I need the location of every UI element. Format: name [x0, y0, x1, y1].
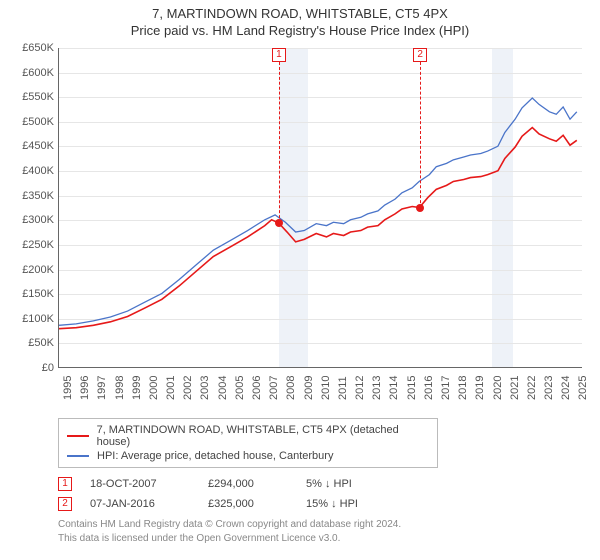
series-line-hpi: [59, 98, 577, 325]
y-axis-label: £400K: [22, 165, 54, 177]
event-delta: 15% ↓ HPI: [306, 498, 416, 510]
y-axis-label: £550K: [22, 91, 54, 103]
x-axis-label: 2011: [337, 376, 349, 400]
x-axis-label: 2021: [509, 376, 521, 400]
x-axis-label: 2006: [251, 376, 263, 400]
y-axis-label: £650K: [22, 42, 54, 54]
legend-box: 7, MARTINDOWN ROAD, WHITSTABLE, CT5 4PX …: [58, 418, 438, 468]
x-axis-label: 2008: [285, 376, 297, 400]
legend-swatch: [67, 455, 89, 457]
chart-title-main: 7, MARTINDOWN ROAD, WHITSTABLE, CT5 4PX: [10, 6, 590, 21]
x-axis-label: 2014: [388, 376, 400, 400]
x-axis-label: 2010: [320, 376, 332, 400]
x-axis-label: 2023: [543, 376, 555, 400]
x-axis-label: 2018: [457, 376, 469, 400]
x-axis-label: 2003: [199, 376, 211, 400]
y-axis-label: £200K: [22, 264, 54, 276]
x-axis-label: 2017: [440, 376, 452, 400]
y-axis-label: £50K: [28, 337, 54, 349]
marker-line: [420, 62, 421, 208]
y-axis-label: £300K: [22, 214, 54, 226]
x-axis-label: 1998: [114, 376, 126, 400]
y-axis-label: £100K: [22, 313, 54, 325]
footer-line-2: This data is licensed under the Open Gov…: [58, 532, 590, 546]
marker-dot: [275, 219, 283, 227]
event-date: 18-OCT-2007: [90, 478, 190, 490]
chart-area: 12 £0£50K£100K£150K£200K£250K£300K£350K£…: [10, 44, 590, 414]
event-marker-box: 1: [58, 477, 72, 491]
y-axis-label: £450K: [22, 140, 54, 152]
legend-swatch: [67, 435, 89, 437]
x-axis-label: 2022: [526, 376, 538, 400]
chart-container: 7, MARTINDOWN ROAD, WHITSTABLE, CT5 4PX …: [0, 0, 600, 549]
footer-attribution: Contains HM Land Registry data © Crown c…: [58, 518, 590, 545]
y-axis-label: £600K: [22, 67, 54, 79]
event-row: 1 18-OCT-2007 £294,000 5% ↓ HPI: [58, 474, 590, 494]
x-axis-label: 2001: [165, 376, 177, 400]
legend-label: HPI: Average price, detached house, Cant…: [97, 450, 333, 462]
x-axis-label: 2007: [268, 376, 280, 400]
event-price: £294,000: [208, 478, 288, 490]
event-price: £325,000: [208, 498, 288, 510]
events-table: 1 18-OCT-2007 £294,000 5% ↓ HPI 2 07-JAN-2016…: [58, 474, 590, 514]
x-axis-label: 2000: [148, 376, 160, 400]
chart-title-sub: Price paid vs. HM Land Registry's House …: [10, 23, 590, 38]
x-axis-label: 1999: [131, 376, 143, 400]
event-marker-box: 2: [58, 497, 72, 511]
legend-row: 7, MARTINDOWN ROAD, WHITSTABLE, CT5 4PX …: [67, 423, 429, 449]
x-axis-label: 2004: [217, 376, 229, 400]
x-axis-label: 1997: [96, 376, 108, 400]
x-axis-label: 2019: [474, 376, 486, 400]
y-axis-label: £250K: [22, 239, 54, 251]
x-axis-label: 2012: [354, 376, 366, 400]
footer-line-1: Contains HM Land Registry data © Crown c…: [58, 518, 590, 532]
series-line-property: [59, 128, 577, 329]
marker-box: 2: [413, 48, 427, 62]
x-axis-label: 2016: [423, 376, 435, 400]
marker-dot: [416, 204, 424, 212]
marker-line: [279, 62, 280, 223]
legend-row: HPI: Average price, detached house, Cant…: [67, 449, 429, 463]
x-axis-label: 1995: [62, 376, 74, 400]
x-axis-label: 1996: [79, 376, 91, 400]
y-axis-label: £350K: [22, 190, 54, 202]
plot-region: 12: [58, 48, 582, 368]
x-axis-label: 2015: [406, 376, 418, 400]
event-row: 2 07-JAN-2016 £325,000 15% ↓ HPI: [58, 494, 590, 514]
x-axis-label: 2013: [371, 376, 383, 400]
x-axis-label: 2009: [303, 376, 315, 400]
y-axis-label: £500K: [22, 116, 54, 128]
y-axis-label: £150K: [22, 288, 54, 300]
y-axis-label: £0: [42, 362, 54, 374]
x-axis-label: 2024: [560, 376, 572, 400]
x-axis-label: 2020: [492, 376, 504, 400]
x-axis-label: 2025: [577, 376, 589, 400]
x-axis-label: 2002: [182, 376, 194, 400]
legend-label: 7, MARTINDOWN ROAD, WHITSTABLE, CT5 4PX …: [97, 424, 429, 448]
event-delta: 5% ↓ HPI: [306, 478, 416, 490]
marker-box: 1: [272, 48, 286, 62]
x-axis-label: 2005: [234, 376, 246, 400]
event-date: 07-JAN-2016: [90, 498, 190, 510]
chart-svg: [59, 48, 582, 367]
